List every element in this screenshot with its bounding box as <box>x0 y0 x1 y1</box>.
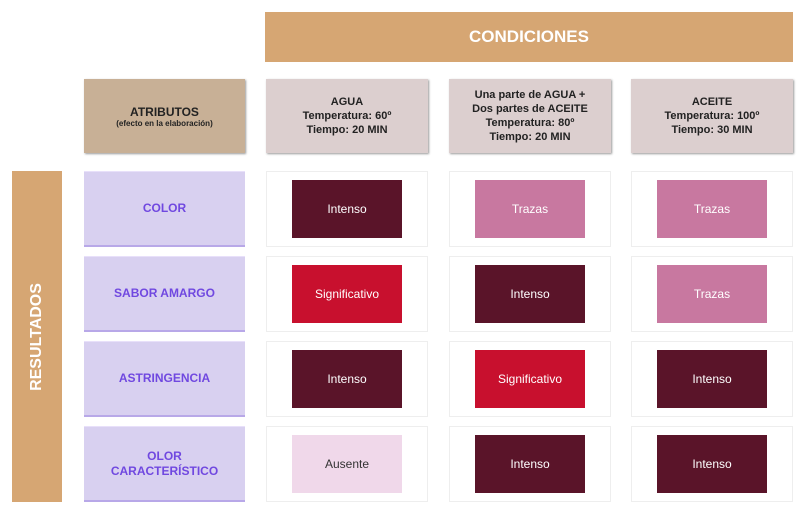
result-level-swatch: Intenso <box>657 350 767 408</box>
condition-line: Dos partes de ACEITE <box>472 103 588 115</box>
condition-header: Una parte de AGUA + Dos partes de ACEITE T… <box>449 79 611 153</box>
result-level-swatch: Significativo <box>475 350 585 408</box>
condition-line: Temperatura: 100º <box>664 110 760 122</box>
attribute-label: ASTRINGENCIA <box>84 341 245 417</box>
result-cell: Trazas <box>449 171 611 247</box>
result-level-swatch: Trazas <box>657 265 767 323</box>
attributes-title: ATRIBUTOS <box>130 104 199 119</box>
result-cell: Significativo <box>266 256 428 332</box>
result-cell: Intenso <box>449 426 611 502</box>
result-cell: Ausente <box>266 426 428 502</box>
condition-line: Temperatura: 60º <box>302 110 392 122</box>
result-level-swatch: Intenso <box>475 435 585 493</box>
condition-line: ACEITE <box>691 96 733 108</box>
result-level-swatch: Trazas <box>475 180 585 238</box>
condition-line: AGUA <box>330 96 364 108</box>
results-side-label: RESULTADOS <box>12 171 62 502</box>
result-level-swatch: Significativo <box>292 265 402 323</box>
condition-line: Temperatura: 80º <box>485 117 575 129</box>
result-cell: Intenso <box>631 341 793 417</box>
conditions-banner: CONDICIONES <box>265 12 793 62</box>
condition-line: Tiempo: 20 MIN <box>306 124 388 136</box>
result-cell: Intenso <box>631 426 793 502</box>
results-label-text: RESULTADOS <box>28 282 46 391</box>
result-level-swatch: Intenso <box>292 180 402 238</box>
condition-line: Una parte de AGUA + <box>474 89 586 101</box>
result-cell: Intenso <box>266 171 428 247</box>
result-level-swatch: Ausente <box>292 435 402 493</box>
result-cell: Trazas <box>631 256 793 332</box>
result-cell: Intenso <box>449 256 611 332</box>
result-cell: Significativo <box>449 341 611 417</box>
condition-header: ACEITE Temperatura: 100º Tiempo: 30 MIN <box>631 79 793 153</box>
condition-line: Tiempo: 20 MIN <box>489 131 571 143</box>
condition-line: Tiempo: 30 MIN <box>671 124 753 136</box>
result-level-swatch: Intenso <box>292 350 402 408</box>
condition-header: AGUA Temperatura: 60º Tiempo: 20 MIN <box>266 79 428 153</box>
result-level-swatch: Intenso <box>657 435 767 493</box>
attributes-subtitle: (efecto en la elaboración) <box>116 118 213 128</box>
result-cell: Intenso <box>266 341 428 417</box>
attribute-label: SABOR AMARGO <box>84 256 245 332</box>
attribute-label: OLOR CARACTERÍSTICO <box>84 426 245 502</box>
result-level-swatch: Trazas <box>657 180 767 238</box>
attributes-header: ATRIBUTOS (efecto en la elaboración) <box>84 79 245 153</box>
result-cell: Trazas <box>631 171 793 247</box>
attribute-label: COLOR <box>84 171 245 247</box>
result-level-swatch: Intenso <box>475 265 585 323</box>
